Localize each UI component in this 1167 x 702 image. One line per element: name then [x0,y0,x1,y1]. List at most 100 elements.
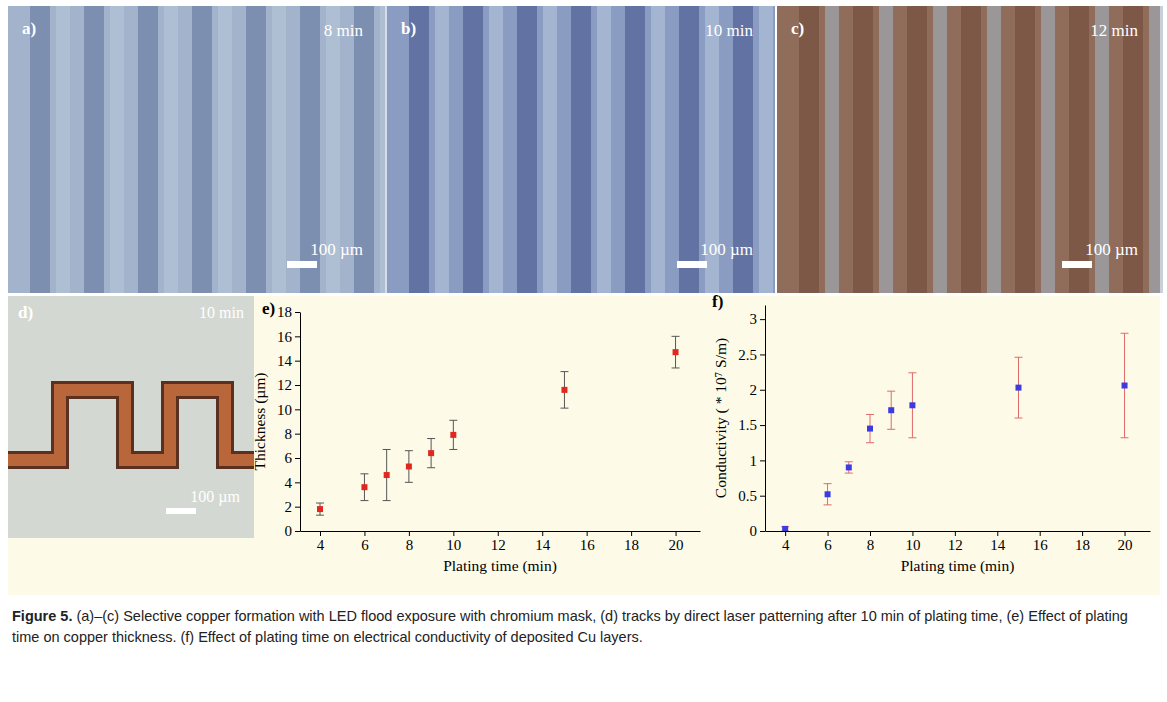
tick-mark [295,336,300,337]
tick: 2 [285,499,301,515]
point [1015,385,1021,391]
tick-mark [453,531,454,536]
tick-mark [320,531,321,536]
tick: 4 [285,475,301,491]
error-cap [449,420,457,421]
photo-panel: d)10 min100 µm [8,296,254,538]
tick-mark [1040,531,1041,536]
error-bar [316,503,324,515]
error-bar [672,336,680,368]
tick: 10 [446,531,461,553]
point [361,484,367,490]
photo [8,296,254,538]
stripe-light [543,6,557,293]
photo-panel: a)8 min100 µm [8,6,394,293]
tick: 2.5 [738,347,765,363]
tick-mark [295,409,300,410]
stripe-light [435,6,449,293]
tick-mark [364,531,365,536]
tick-mark [295,482,300,483]
point [384,472,390,478]
stripe-light [933,6,947,293]
error-cap [1121,333,1129,334]
marks [316,336,680,515]
tick: 20 [669,531,684,553]
tick: 3 [750,311,766,327]
panel-label: d) [18,303,33,322]
point [867,426,873,432]
point [1122,383,1128,389]
error-bar [360,474,368,501]
error-cap [383,449,391,450]
tick-label: 8 [285,426,293,442]
error-cap [405,450,413,451]
scale-bar [677,261,707,268]
caption-label: Figure 5. [12,608,72,624]
x-axis: 468101214161820 [766,531,1151,553]
scale-label: 100 µm [700,240,753,259]
error-bar [866,414,874,442]
tick-label: 14 [990,537,1006,553]
tick-label: 0 [750,523,758,539]
error-bar [449,420,457,449]
stripe-light [597,6,611,293]
copper-track [8,390,254,460]
stripe [907,6,927,293]
stripe [625,6,645,293]
error-cap [866,414,874,415]
tick-label: 16 [277,329,293,345]
error-cap [908,437,916,438]
tick: 8 [406,531,414,553]
tick-mark [631,531,632,536]
tick-mark [760,460,765,461]
stripe [799,6,819,293]
tick-mark [760,496,765,497]
time-label: 12 min [1090,21,1138,40]
point [825,491,831,497]
panel-label: c) [791,19,804,38]
error-bar [405,451,413,483]
error-cap [1121,437,1129,438]
tick: 14 [535,531,551,553]
tick-mark [760,390,765,391]
tick: 4 [317,531,325,553]
error-cap [672,336,680,337]
tick: 12 [277,377,300,393]
y-axis-title: Thickness (µm) [251,372,269,470]
photo-panel: c)12 min100 µm [777,6,1163,293]
error-cap [887,391,895,392]
error-bar [845,462,853,473]
tick-mark [587,531,588,536]
stripe [1015,6,1035,293]
tick-label: 6 [361,537,369,553]
panel-label: a) [22,19,36,38]
tick-label: 20 [669,537,684,553]
tick: 14 [277,353,300,369]
x-axis-title: Plating time (min) [443,557,557,575]
scale-label: 100 µm [190,488,240,506]
tick-mark [1082,531,1083,536]
stripe-light [651,6,665,293]
tick-label: 12 [491,537,506,553]
tick: 10 [277,402,300,418]
tick: 12 [491,531,506,553]
error-bar [781,527,789,531]
tick: 18 [277,304,300,320]
error-cap [560,408,568,409]
y-axis: 024681012141618 [277,304,301,539]
stripe [961,6,981,293]
stripe-light [987,6,1001,293]
error-bar [383,449,391,500]
point [428,450,434,456]
tick-mark [760,531,765,532]
stripe-light [825,6,839,293]
point [317,506,323,512]
axis-line [766,531,1151,532]
figure: a)8 min100 µmb)10 min100 µmc)12 min100 µ… [0,0,1167,600]
error-cap [383,500,391,501]
y-axis: 00.511.522.53 [738,306,765,540]
time-label: 10 min [705,21,753,40]
stripe-light [56,6,70,293]
tick: 10 [905,531,920,553]
error-cap [866,442,874,443]
